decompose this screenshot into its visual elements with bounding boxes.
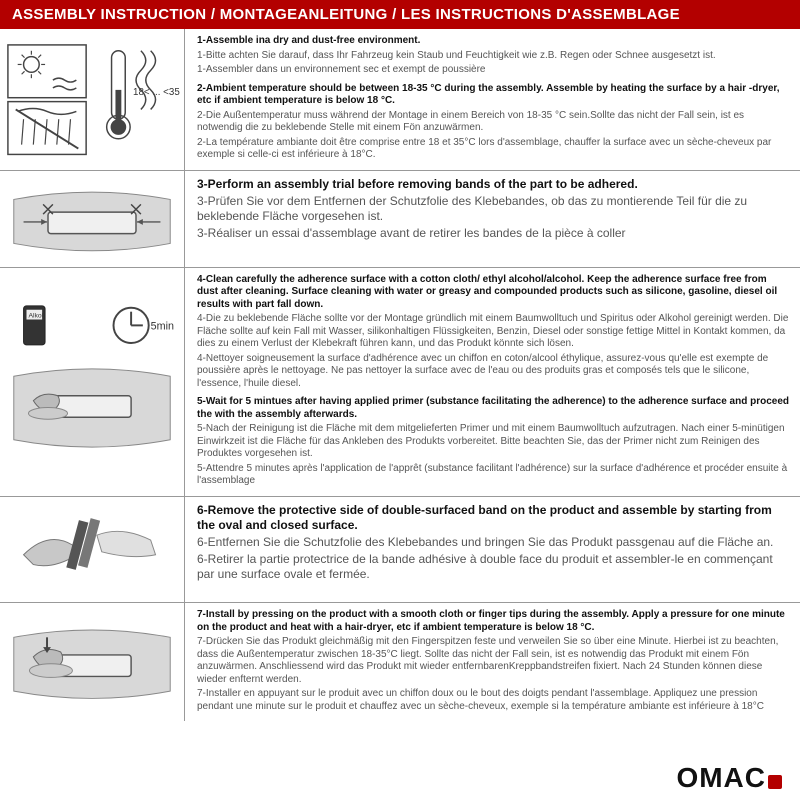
step-6-bold: 6-Remove the protective side of double-s… bbox=[197, 503, 790, 533]
illustration-cell bbox=[0, 497, 185, 603]
instruction-text: 4-Clean carefully the adherence surface … bbox=[185, 268, 800, 496]
environment-icon: 18< ... <35 C bbox=[4, 41, 180, 158]
step-6-fr: 6-Retirer la partie protectrice de la ba… bbox=[197, 552, 790, 582]
step-5-fr: 5-Attendre 5 minutes après l'application… bbox=[197, 463, 790, 488]
instruction-row: 18< ... <35 C 1-Assemble ina dry and dus… bbox=[0, 29, 800, 171]
instruction-text: 3-Perform an assembly trial before remov… bbox=[185, 171, 800, 267]
step-3-de: 3-Prüfen Sie vor dem Entfernen der Schut… bbox=[197, 194, 790, 224]
step-4-bold: 4-Clean carefully the adherence surface … bbox=[197, 274, 790, 312]
logo-text: OMAC bbox=[676, 762, 766, 794]
step-1-de: 1-Bitte achten Sie darauf, dass Ihr Fahr… bbox=[197, 50, 790, 63]
instruction-text: 1-Assemble ina dry and dust-free environ… bbox=[185, 29, 800, 170]
step-4-de: 4-Die zu beklebende Fläche sollte vor de… bbox=[197, 313, 790, 351]
instruction-text: 7-Install by pressing on the product wit… bbox=[185, 603, 800, 721]
step-7-bold: 7-Install by pressing on the product wit… bbox=[197, 609, 790, 634]
illustration-cell: Alkol 5min bbox=[0, 268, 185, 496]
illustration-cell bbox=[0, 603, 185, 721]
title-text: ASSEMBLY INSTRUCTION / MONTAGEANLEITUNG … bbox=[12, 6, 680, 23]
step-2-bold: 2-Ambient temperature should be between … bbox=[197, 83, 790, 108]
install-icon bbox=[4, 608, 180, 716]
svg-text:5min: 5min bbox=[151, 321, 174, 333]
instruction-row: Alkol 5min 4-Clean carefully the adheren… bbox=[0, 268, 800, 497]
brand-logo: OMAC bbox=[676, 762, 782, 794]
instruction-row: 3-Perform an assembly trial before remov… bbox=[0, 171, 800, 268]
step-1-bold: 1-Assemble ina dry and dust-free environ… bbox=[197, 35, 790, 48]
logo-dot-icon bbox=[768, 775, 782, 789]
step-2-de: 2-Die Außentemperatur muss während der M… bbox=[197, 110, 790, 135]
instruction-row: 7-Install by pressing on the product wit… bbox=[0, 603, 800, 721]
step-1-fr: 1-Assembler dans un environnement sec et… bbox=[197, 64, 790, 77]
step-2-fr: 2-La température ambiante doit être comp… bbox=[197, 137, 790, 162]
instruction-row: 6-Remove the protective side of double-s… bbox=[0, 497, 800, 604]
instruction-text: 6-Remove the protective side of double-s… bbox=[185, 497, 800, 603]
step-7-fr: 7-Installer en appuyant sur le produit a… bbox=[197, 688, 790, 713]
step-3-fr: 3-Réaliser un essai d'assemblage avant d… bbox=[197, 226, 790, 241]
step-3-bold: 3-Perform an assembly trial before remov… bbox=[197, 177, 790, 192]
title-bar: ASSEMBLY INSTRUCTION / MONTAGEANLEITUNG … bbox=[0, 0, 800, 29]
svg-text:Alkol: Alkol bbox=[28, 313, 43, 320]
instruction-table: 18< ... <35 C 1-Assemble ina dry and dus… bbox=[0, 29, 800, 721]
clean-icon: Alkol 5min bbox=[4, 298, 180, 464]
step-4-fr: 4-Nettoyer soigneusement la surface d'ad… bbox=[197, 353, 790, 391]
step-6-de: 6-Entfernen Sie die Schutzfolie des Kleb… bbox=[197, 535, 790, 550]
step-7-de: 7-Drücken Sie das Produkt gleichmäßig mi… bbox=[197, 636, 790, 686]
illustration-cell bbox=[0, 171, 185, 267]
remove-band-icon bbox=[4, 501, 180, 599]
illustration-cell: 18< ... <35 C bbox=[0, 29, 185, 170]
step-5-de: 5-Nach der Reinigung ist die Fläche mit … bbox=[197, 423, 790, 461]
trial-icon bbox=[4, 175, 180, 263]
step-5-bold: 5-Wait for 5 mintues after having applie… bbox=[197, 396, 790, 421]
